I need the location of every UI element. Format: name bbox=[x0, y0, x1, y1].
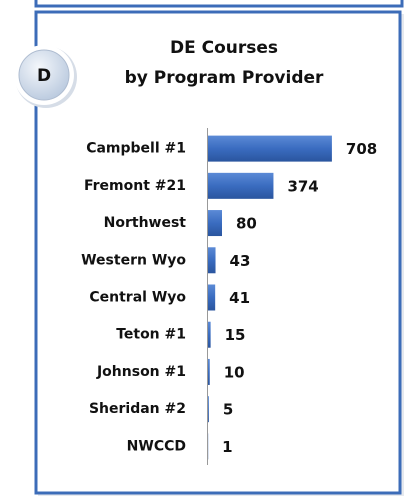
value-label: 374 bbox=[287, 177, 318, 195]
bar bbox=[208, 172, 274, 199]
chart-title: DE Courses bbox=[170, 38, 278, 58]
value-label: 10 bbox=[224, 363, 245, 381]
category-label: Northwest bbox=[104, 215, 187, 231]
bar bbox=[208, 135, 332, 162]
category-label: Central Wyo bbox=[89, 290, 186, 306]
upper-panel-border bbox=[34, 0, 404, 8]
value-label: 41 bbox=[229, 289, 250, 307]
bar bbox=[208, 247, 216, 274]
bar bbox=[208, 321, 211, 348]
category-label: Fremont #21 bbox=[84, 178, 186, 194]
value-label: 43 bbox=[230, 252, 251, 270]
category-label: Sheridan #2 bbox=[89, 401, 186, 417]
category-label: Western Wyo bbox=[81, 252, 186, 268]
value-label: 708 bbox=[346, 140, 377, 158]
panel bbox=[34, 10, 402, 495]
bar bbox=[208, 396, 209, 423]
value-label: 5 bbox=[223, 401, 233, 419]
value-label: 15 bbox=[225, 326, 246, 344]
bar bbox=[208, 210, 222, 237]
bar bbox=[208, 284, 216, 311]
category-label: Campbell #1 bbox=[86, 141, 186, 157]
category-label: Johnson #1 bbox=[96, 364, 186, 380]
category-label: NWCCD bbox=[127, 438, 186, 454]
bar bbox=[208, 358, 210, 385]
badge bbox=[18, 49, 70, 101]
value-label: 1 bbox=[222, 438, 232, 456]
chart-title: by Program Provider bbox=[125, 68, 324, 88]
category-label: Teton #1 bbox=[116, 327, 186, 343]
badge-label: D bbox=[37, 66, 51, 86]
value-label: 80 bbox=[236, 215, 257, 233]
